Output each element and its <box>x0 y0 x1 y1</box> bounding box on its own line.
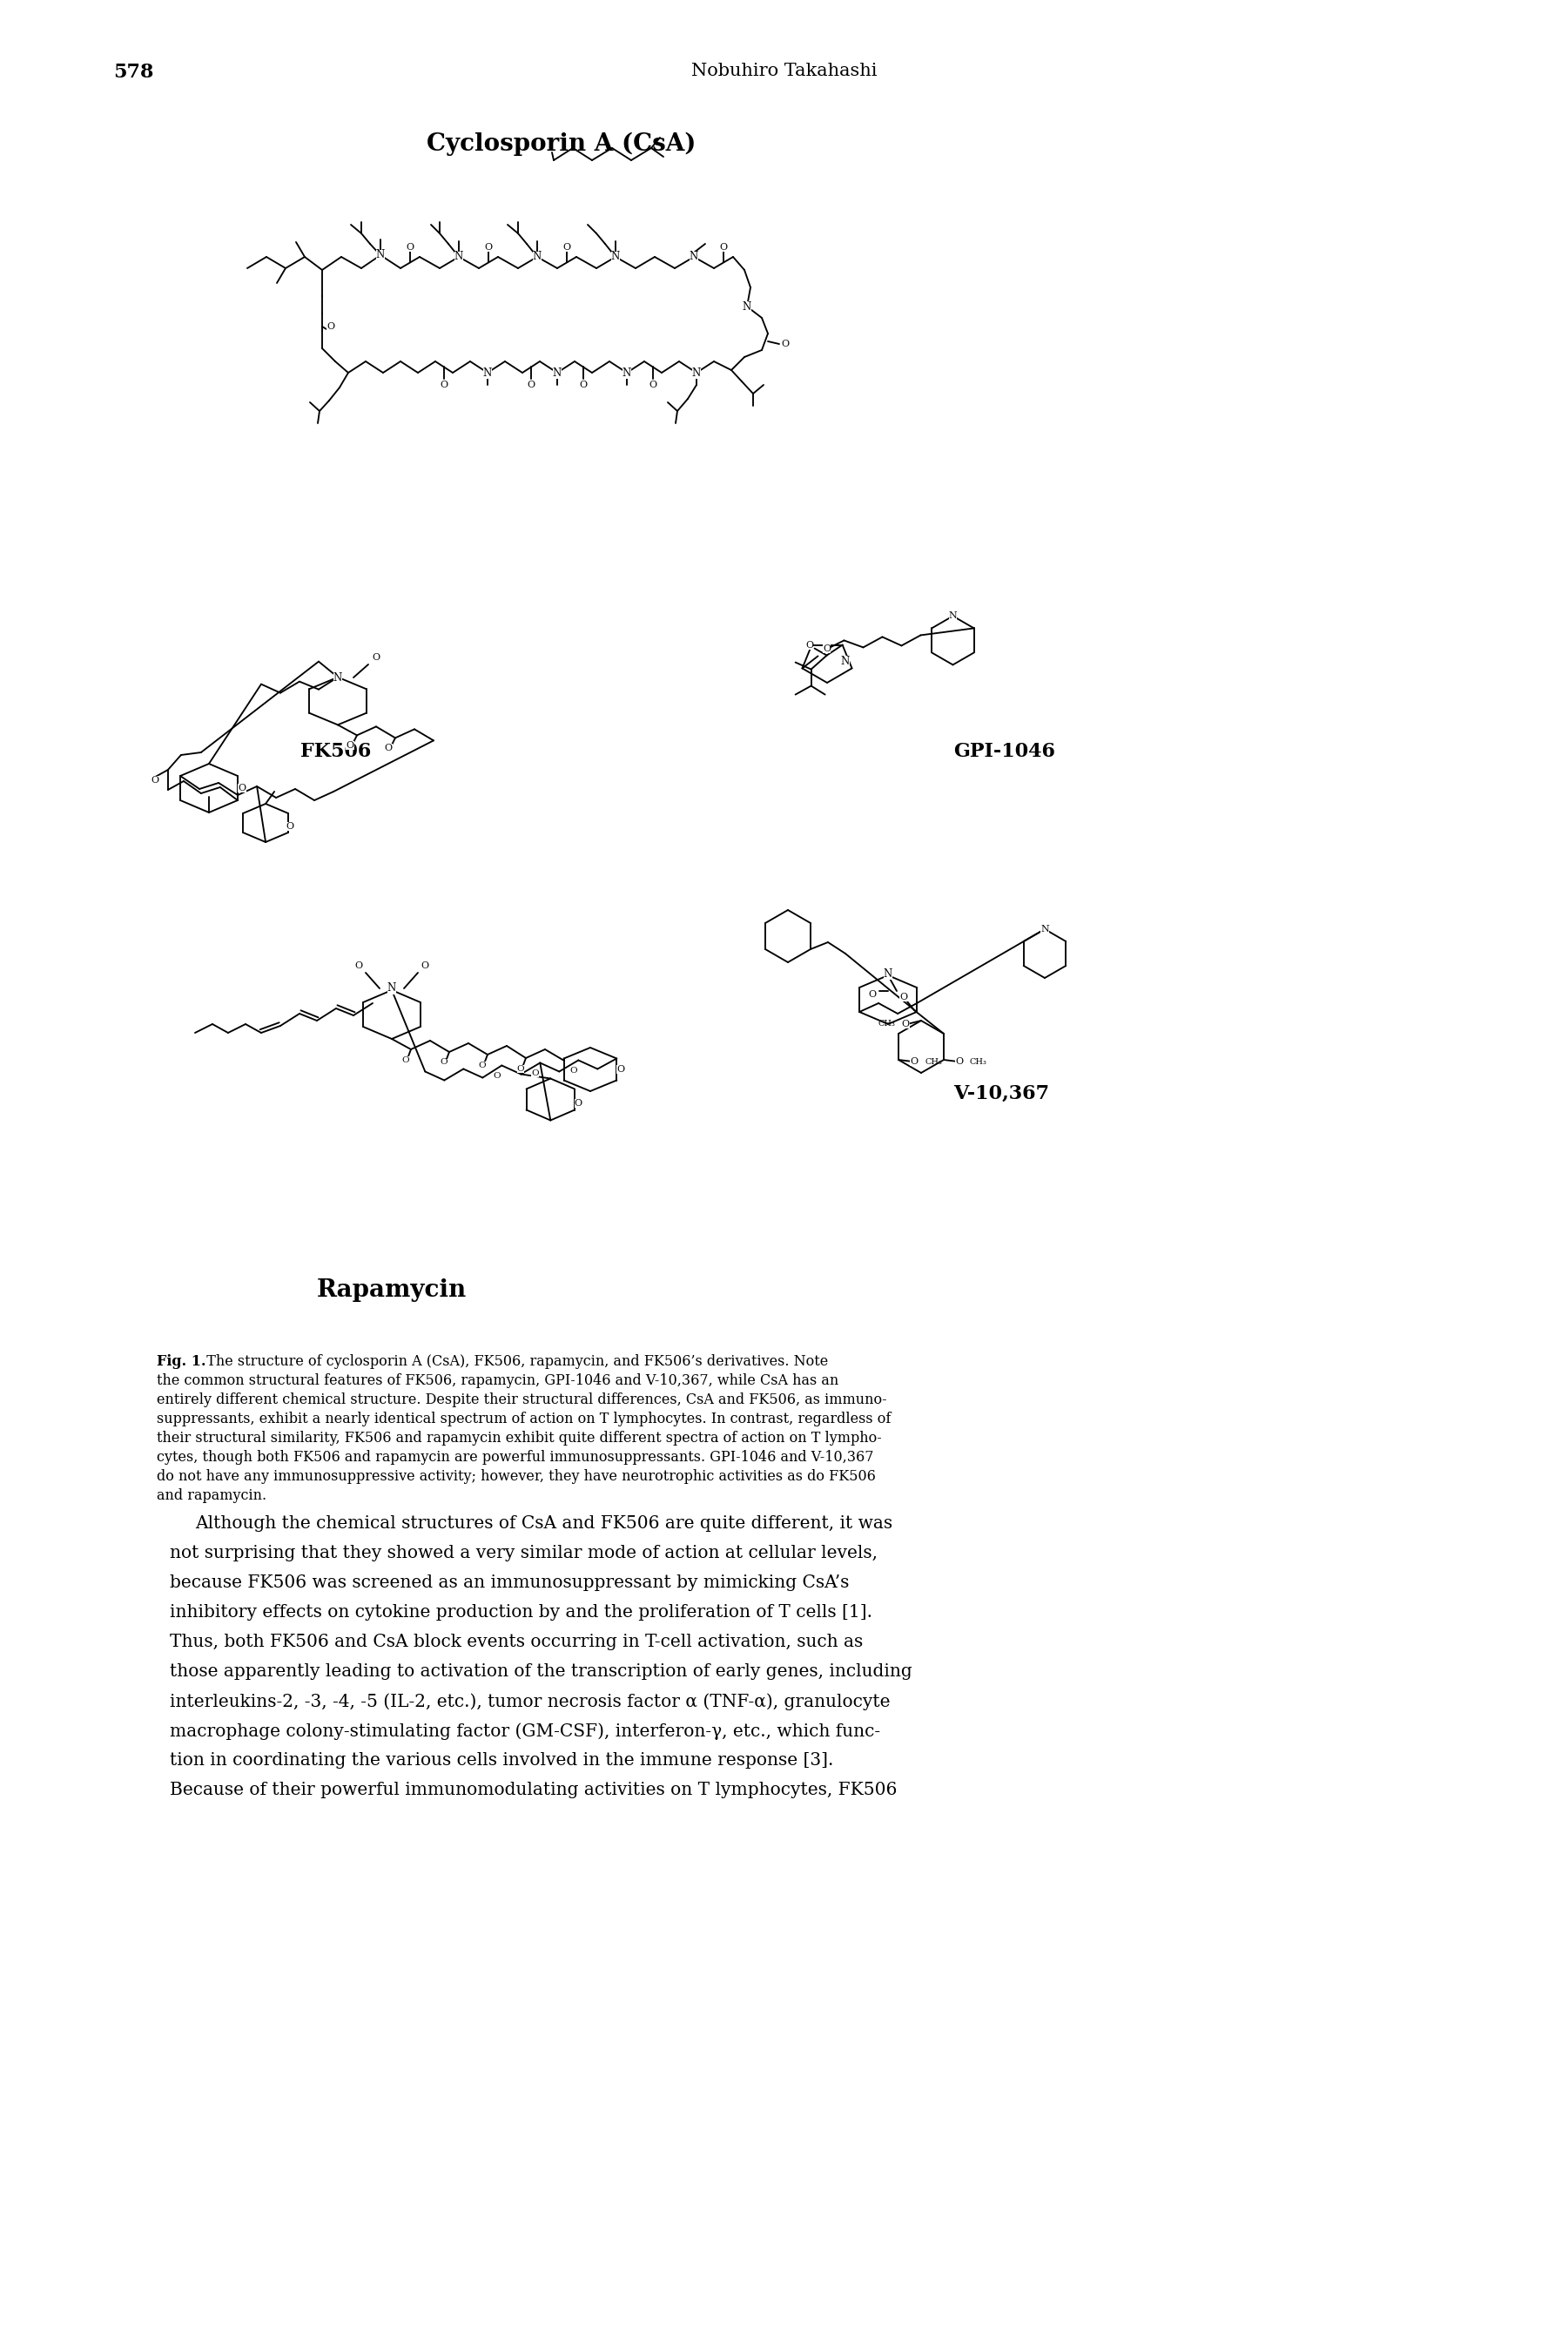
Text: inhibitory effects on cytokine production by and the proliferation of T cells [1: inhibitory effects on cytokine productio… <box>169 1605 872 1621</box>
Text: O: O <box>401 1056 409 1063</box>
Text: cytes, though both FK506 and rapamycin are powerful immunosuppressants. GPI-1046: cytes, though both FK506 and rapamycin a… <box>157 1449 873 1465</box>
Text: CH₃: CH₃ <box>925 1058 942 1065</box>
Text: tion in coordinating the various cells involved in the immune response [3].: tion in coordinating the various cells i… <box>169 1751 834 1768</box>
Text: O: O <box>285 821 293 830</box>
Text: O: O <box>563 242 571 251</box>
Text: O: O <box>420 961 428 970</box>
Text: O: O <box>955 1058 963 1065</box>
Text: O: O <box>902 1019 909 1028</box>
Text: and rapamycin.: and rapamycin. <box>157 1489 267 1503</box>
Text: Thus, both FK506 and CsA block events occurring in T-cell activation, such as: Thus, both FK506 and CsA block events oc… <box>169 1633 862 1649</box>
Text: V-10,367: V-10,367 <box>953 1084 1049 1103</box>
Text: O: O <box>492 1072 500 1079</box>
Text: O: O <box>823 644 831 654</box>
Text: N: N <box>884 968 892 979</box>
Text: O: O <box>532 1070 538 1077</box>
Text: O: O <box>579 381 588 388</box>
Text: O: O <box>238 784 246 793</box>
Text: O: O <box>406 242 414 251</box>
Text: O: O <box>806 640 814 649</box>
Text: those apparently leading to activation of the transcription of early genes, incl: those apparently leading to activation o… <box>169 1663 913 1679</box>
Text: O: O <box>909 1058 919 1065</box>
Text: O: O <box>384 744 392 754</box>
Text: not surprising that they showed a very similar mode of action at cellular levels: not surprising that they showed a very s… <box>169 1544 878 1561</box>
Text: N: N <box>533 251 541 263</box>
Text: Cyclosporin A (CsA): Cyclosporin A (CsA) <box>426 133 696 156</box>
Text: O: O <box>326 323 336 330</box>
Text: Rapamycin: Rapamycin <box>317 1279 467 1303</box>
Text: O: O <box>441 381 448 388</box>
Text: O: O <box>781 340 789 349</box>
Text: N: N <box>387 984 397 993</box>
Text: GPI-1046: GPI-1046 <box>953 742 1055 761</box>
Text: N: N <box>690 251 698 263</box>
Text: N: N <box>376 249 384 261</box>
Text: Although the chemical structures of CsA and FK506 are quite different, it was: Although the chemical structures of CsA … <box>194 1514 892 1533</box>
Text: N: N <box>840 656 850 668</box>
Text: 578: 578 <box>113 63 154 81</box>
Text: FK506: FK506 <box>301 742 372 761</box>
Text: N: N <box>455 251 463 263</box>
Text: O: O <box>485 242 492 251</box>
Text: O: O <box>616 1065 624 1075</box>
Text: N: N <box>949 612 956 621</box>
Text: entirely different chemical structure. Despite their structural differences, CsA: entirely different chemical structure. D… <box>157 1393 887 1407</box>
Text: O: O <box>354 961 362 970</box>
Text: O: O <box>517 1065 524 1072</box>
Text: O: O <box>720 242 728 251</box>
Text: the common structural features of FK506, rapamycin, GPI-1046 and V-10,367, while: the common structural features of FK506,… <box>157 1372 839 1389</box>
Text: N: N <box>483 368 492 379</box>
Text: N: N <box>622 368 632 379</box>
Text: because FK506 was screened as an immunosuppressant by mimicking CsA’s: because FK506 was screened as an immunos… <box>169 1575 850 1591</box>
Text: macrophage colony-stimulating factor (GM-CSF), interferon-γ, etc., which func-: macrophage colony-stimulating factor (GM… <box>169 1724 880 1740</box>
Text: O: O <box>527 381 535 388</box>
Text: interleukins-2, -3, -4, -5 (IL-2, etc.), tumor necrosis factor α (TNF-α), granul: interleukins-2, -3, -4, -5 (IL-2, etc.),… <box>169 1693 891 1710</box>
Text: O: O <box>649 381 657 388</box>
Text: O: O <box>869 991 877 998</box>
Text: O: O <box>478 1061 486 1070</box>
Text: The structure of cyclosporin A (CsA), FK506, rapamycin, and FK506’s derivatives.: The structure of cyclosporin A (CsA), FK… <box>198 1354 828 1370</box>
Text: CH₃: CH₃ <box>971 1058 988 1065</box>
Text: Because of their powerful immunomodulating activities on T lymphocytes, FK506: Because of their powerful immunomodulati… <box>169 1782 897 1798</box>
Text: O: O <box>151 777 158 784</box>
Text: CH₃: CH₃ <box>878 1021 895 1028</box>
Text: O: O <box>574 1098 582 1107</box>
Text: O: O <box>441 1058 448 1065</box>
Text: O: O <box>347 742 354 749</box>
Text: N: N <box>1041 926 1049 933</box>
Text: O: O <box>900 993 908 1003</box>
Text: O: O <box>372 654 379 663</box>
Text: N: N <box>554 368 561 379</box>
Text: their structural similarity, FK506 and rapamycin exhibit quite different spectra: their structural similarity, FK506 and r… <box>157 1430 881 1444</box>
Text: suppressants, exhibit a nearly identical spectrum of action on T lymphocytes. In: suppressants, exhibit a nearly identical… <box>157 1412 891 1426</box>
Text: Nobuhiro Takahashi: Nobuhiro Takahashi <box>691 63 877 79</box>
Text: N: N <box>743 300 751 312</box>
Text: N: N <box>612 251 619 263</box>
Text: Fig. 1.: Fig. 1. <box>157 1354 205 1370</box>
Text: N: N <box>691 368 701 379</box>
Text: do not have any immunosuppressive activity; however, they have neurotrophic acti: do not have any immunosuppressive activi… <box>157 1470 877 1484</box>
Text: O: O <box>569 1068 577 1075</box>
Text: N: N <box>334 672 342 684</box>
